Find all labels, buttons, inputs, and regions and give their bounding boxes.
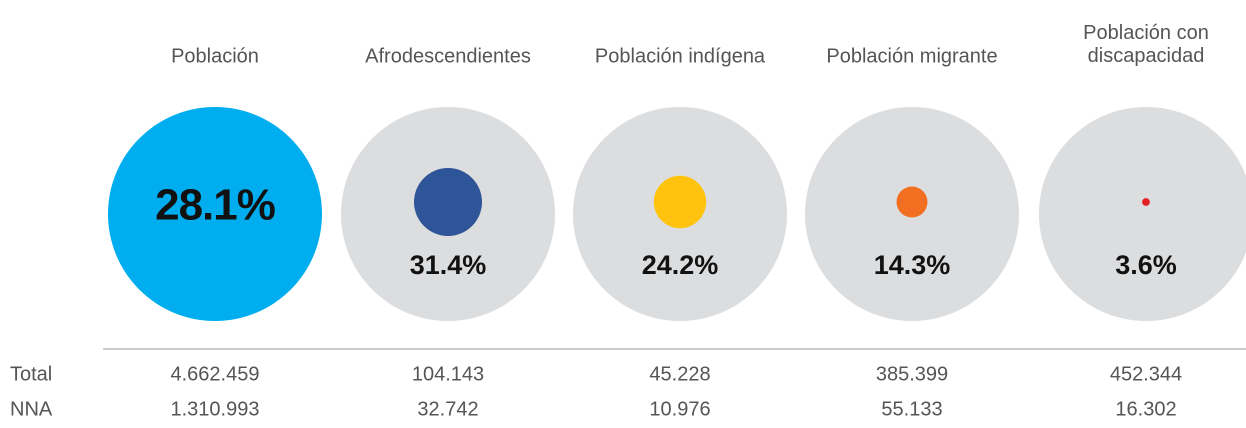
value-label: 14.3% xyxy=(874,250,951,280)
value-label: 31.4% xyxy=(410,250,487,280)
bubble xyxy=(413,167,483,237)
table-cell: 4.662.459 xyxy=(171,363,260,385)
category-label: Población xyxy=(171,45,259,68)
bubble xyxy=(653,175,707,229)
row-label: Total xyxy=(10,363,52,385)
category-label: Afrodescendientes xyxy=(365,45,531,68)
table-cell: 32.742 xyxy=(417,398,478,420)
table-cell: 1.310.993 xyxy=(171,398,260,420)
table-cell: 452.344 xyxy=(1110,363,1182,385)
table-cell: 104.143 xyxy=(412,363,484,385)
bubble xyxy=(1142,198,1150,206)
category-label: Población con discapacidad xyxy=(1083,22,1209,67)
value-label: 3.6% xyxy=(1115,250,1177,280)
table-cell: 55.133 xyxy=(881,398,942,420)
table-cell: 385.399 xyxy=(876,363,948,385)
table-cell: 45.228 xyxy=(649,363,710,385)
value-label: 28.1% xyxy=(155,181,275,230)
category-label: Población migrante xyxy=(826,45,998,68)
row-label: NNA xyxy=(10,398,53,420)
table-cell: 10.976 xyxy=(649,398,710,420)
bubble xyxy=(108,107,322,321)
background-circle xyxy=(1039,107,1246,321)
category-label: Población indígena xyxy=(594,45,766,68)
value-label: 24.2% xyxy=(642,250,719,280)
table-cell: 16.302 xyxy=(1115,398,1176,420)
bubble xyxy=(896,186,928,218)
